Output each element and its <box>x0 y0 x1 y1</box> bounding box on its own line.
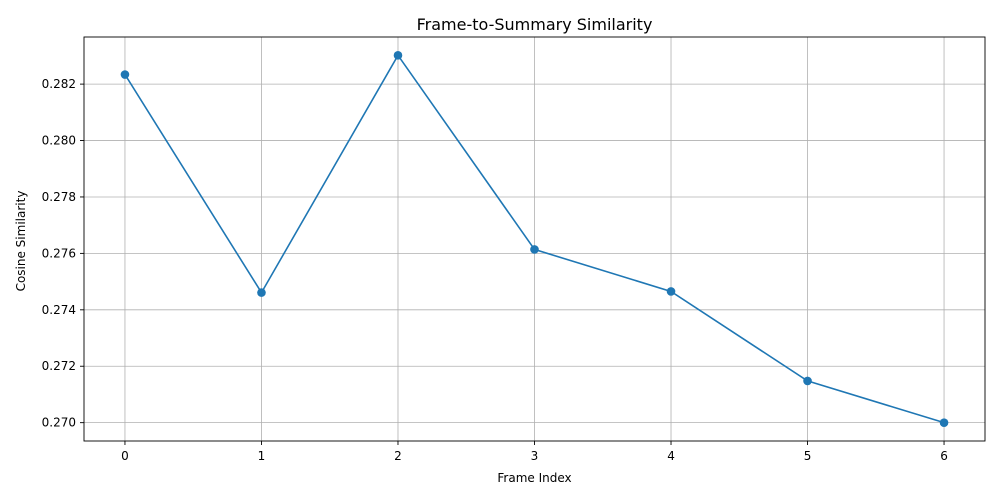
series-layer <box>120 51 949 427</box>
x-tick-label-4: 4 <box>667 449 675 463</box>
x-axis-label: Frame Index <box>497 471 571 485</box>
y-tick-label-1: 0.272 <box>42 359 76 373</box>
data-point-5 <box>803 376 812 386</box>
grid <box>84 37 985 441</box>
x-tick-label-2: 2 <box>394 449 402 463</box>
data-point-4 <box>666 287 676 296</box>
x-tick-label-1: 1 <box>258 449 266 463</box>
x-tick-label-3: 3 <box>531 449 539 463</box>
data-point-3 <box>530 245 539 254</box>
y-axis-label: Cosine Similarity <box>14 191 28 292</box>
data-point-0 <box>120 70 130 79</box>
y-tick-label-6: 0.282 <box>42 77 76 91</box>
x-tick-label-0: 0 <box>121 449 129 463</box>
ticks: 0 1 2 3 4 5 6 0.270 0.272 0.274 0.276 0.278 0.280 0.2… <box>42 77 948 463</box>
x-tick-label-5: 5 <box>804 449 812 463</box>
chart-title: Frame-to-Summary Similarity <box>417 15 653 34</box>
data-point-2 <box>393 51 403 60</box>
y-tick-label-3: 0.276 <box>42 246 76 260</box>
y-tick-label-0: 0.270 <box>42 416 76 430</box>
x-tick-label-6: 6 <box>940 449 948 463</box>
y-tick-label-2: 0.274 <box>42 303 76 317</box>
y-tick-label-4: 0.278 <box>42 190 76 204</box>
data-point-6 <box>939 418 949 427</box>
y-tick-label-5: 0.280 <box>42 134 76 148</box>
data-point-1 <box>257 288 266 297</box>
